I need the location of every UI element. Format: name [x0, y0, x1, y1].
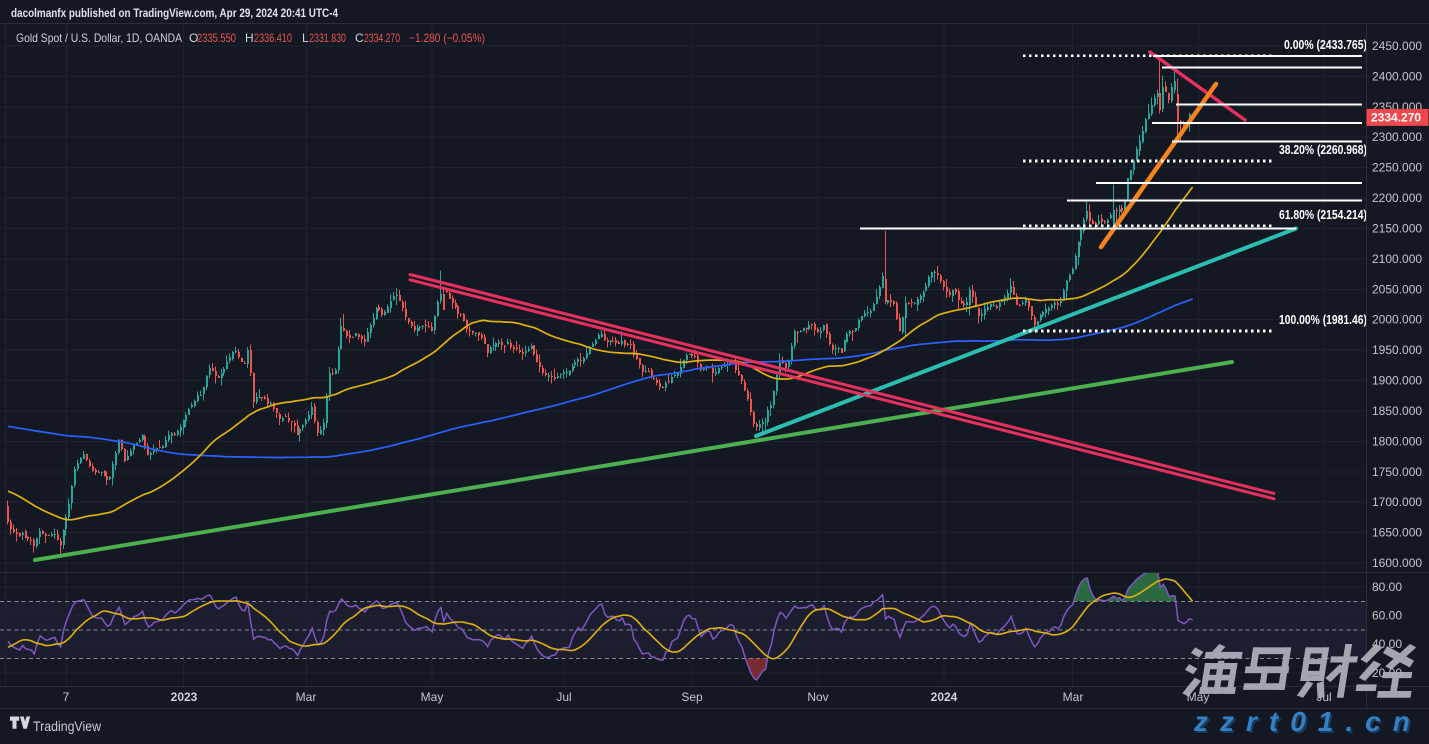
svg-text:−1.280 (−0.05%): −1.280 (−0.05%) — [409, 31, 485, 45]
svg-text:1850.000: 1850.000 — [1372, 404, 1422, 418]
svg-text:Mar: Mar — [296, 690, 317, 704]
svg-text:Mar: Mar — [1063, 690, 1084, 704]
svg-text:2250.000: 2250.000 — [1372, 161, 1422, 175]
svg-text:1800.000: 1800.000 — [1372, 434, 1422, 448]
svg-text:2334.270: 2334.270 — [1371, 110, 1421, 124]
svg-text:38.20% (2260.968): 38.20% (2260.968) — [1279, 143, 1367, 157]
svg-text:2200.000: 2200.000 — [1372, 191, 1422, 205]
svg-text:1900.000: 1900.000 — [1372, 374, 1422, 388]
svg-text:2050.000: 2050.000 — [1372, 282, 1422, 296]
svg-text:2024: 2024 — [931, 690, 958, 704]
svg-text:2150.000: 2150.000 — [1372, 222, 1422, 236]
svg-text:80.00: 80.00 — [1372, 580, 1402, 594]
svg-text:2335.550: 2335.550 — [197, 31, 236, 45]
svg-text:1600.000: 1600.000 — [1372, 556, 1422, 570]
svg-text:L: L — [302, 31, 309, 45]
svg-text:O: O — [189, 31, 198, 45]
svg-text:1700.000: 1700.000 — [1372, 495, 1422, 509]
svg-text:61.80% (2154.214): 61.80% (2154.214) — [1279, 208, 1367, 222]
svg-text:60.00: 60.00 — [1372, 609, 1402, 623]
svg-text:Jul: Jul — [556, 690, 571, 704]
svg-text:7: 7 — [63, 690, 70, 704]
svg-text:2334.270: 2334.270 — [364, 31, 400, 45]
svg-text:1650.000: 1650.000 — [1372, 526, 1422, 540]
svg-text:0.00% (2433.765): 0.00% (2433.765) — [1284, 38, 1367, 52]
svg-text:Gold Spot / U.S. Dollar, 1D, O: Gold Spot / U.S. Dollar, 1D, OANDA — [16, 31, 182, 45]
svg-text:May: May — [421, 690, 444, 704]
svg-text:zzrt01.cn: zzrt01.cn — [1193, 706, 1422, 737]
svg-text:1750.000: 1750.000 — [1372, 465, 1422, 479]
svg-text:2100.000: 2100.000 — [1372, 252, 1422, 266]
svg-text:2336.410: 2336.410 — [254, 31, 292, 45]
svg-text:2331.830: 2331.830 — [309, 31, 346, 45]
svg-text:2300.000: 2300.000 — [1372, 130, 1422, 144]
svg-text:zzrt01.cn: zzrt01.cn — [1195, 708, 1424, 739]
svg-text:C: C — [355, 31, 364, 45]
svg-text:2400.000: 2400.000 — [1372, 69, 1422, 83]
svg-text:2023: 2023 — [171, 690, 198, 704]
svg-text:dacolmanfx published on Tradin: dacolmanfx published on TradingView.com,… — [11, 6, 338, 20]
svg-text:1950.000: 1950.000 — [1372, 343, 1422, 357]
svg-text:TradingView: TradingView — [33, 718, 102, 734]
svg-text:2450.000: 2450.000 — [1372, 39, 1422, 53]
svg-text:100.00% (1981.46): 100.00% (1981.46) — [1279, 313, 1367, 327]
svg-text:2000.000: 2000.000 — [1372, 313, 1422, 327]
svg-text:Sep: Sep — [681, 690, 703, 704]
svg-text:Nov: Nov — [807, 690, 828, 704]
svg-text:H: H — [245, 31, 254, 45]
